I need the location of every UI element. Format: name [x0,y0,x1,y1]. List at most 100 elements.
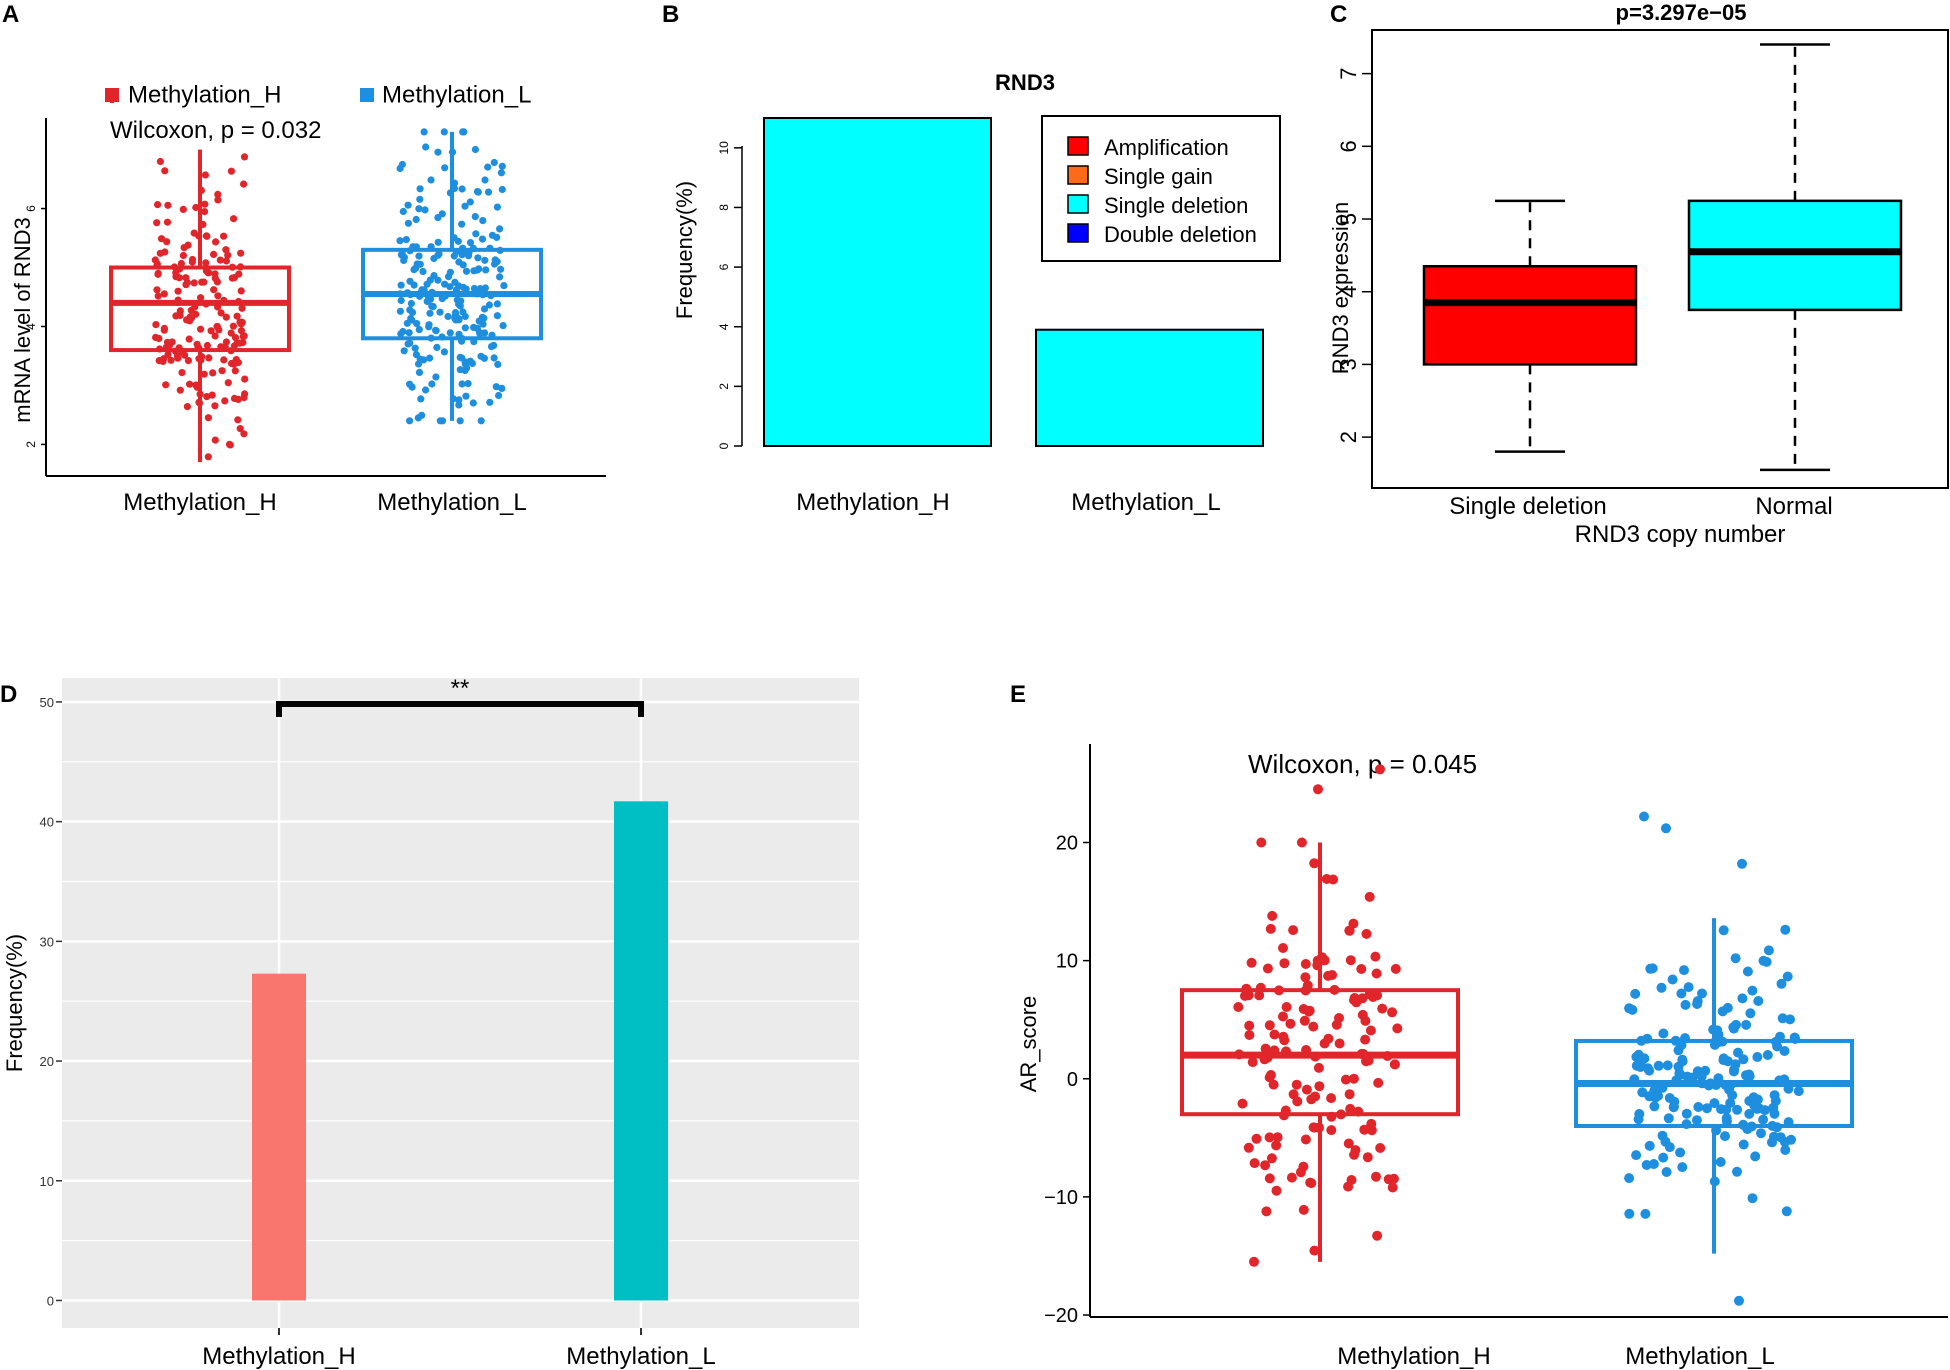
panel-e-low-point [1702,1103,1712,1114]
panel-d-background [62,678,859,1328]
panel-a-low-point [498,162,506,170]
panel-a-high-box [109,265,291,353]
panel-a-low-point [473,188,482,196]
panel-a-low-point [462,267,471,275]
panel-a-high-point [220,232,228,240]
panel-a-low-point [459,283,467,291]
panel-d-significance-bracket [276,701,644,717]
panel-a-high-point [231,334,240,342]
panel-a-ylabel: mRNA level of RND3 [10,217,35,422]
legend-label-single-deletion: Single deletion [1104,193,1248,218]
panel-a-high-point [230,215,238,223]
panel-a-high-point [237,249,245,257]
panel-e-low-point [1786,1134,1796,1145]
panel-a-high-point [178,369,186,377]
panel-e-high-point [1371,968,1382,979]
panel-a-low-point [408,308,417,316]
panel-e-high-point [1345,1103,1356,1114]
panel-a-low-point [425,323,433,331]
panel-a-high-point [221,397,229,405]
panel-a-high-point [211,402,219,410]
panel-e-ytick-label: 10 [1056,951,1078,973]
panel-a-high-point [188,258,196,266]
panel-e-high-point [1249,1158,1260,1169]
panel-e-high-point [1265,923,1276,934]
panel-a-low-point [458,185,466,193]
panel-a-high-point [205,354,213,362]
panel-a-low-point [400,347,408,355]
panel-a-low-point [456,302,464,310]
panel-a-high-point [153,219,161,227]
panel-a-ytick-label: 4 [24,323,38,330]
panel-e-low-point [1640,1208,1651,1219]
panel-a-high-point [214,190,222,198]
panel-e-high-point [1343,1138,1354,1149]
panel-a-low-point [464,380,472,388]
panel-a-high-point [236,425,244,433]
panel-a-low-point [485,301,493,309]
panel-c-ytick-label: 5 [1336,213,1361,225]
panel-a-high-point [214,292,222,300]
panel-e-low-point [1624,1173,1635,1184]
panel-e-low-point [1664,1142,1675,1153]
panel-e-low-point [1777,1013,1788,1024]
panel-e-low-point [1768,1131,1779,1142]
panel-c-boxes [1422,43,1903,472]
panel-e-high-point [1279,958,1290,969]
legend-label-amplification: Amplification [1104,135,1229,160]
panel-a-low-point [410,281,418,289]
panel-c-ytick-label: 2 [1336,431,1361,443]
panel-a-low-point [419,267,427,276]
panel-a-high-point [240,153,249,161]
panel-a-high-point [193,340,201,348]
panel-e-outlier-point [1313,784,1323,795]
panel-a-high-point [163,238,171,246]
panel-e-low-point [1692,1066,1703,1077]
panel-e-wilcoxon: Wilcoxon, p = 0.045 [1248,749,1477,779]
panel-a-low-point [397,281,405,289]
panel-a-high-point [201,171,209,179]
panel-e-low-point [1776,978,1787,989]
panel-a-high-point [192,203,200,212]
panel-a-high-point [227,167,235,175]
panel-e-low-point [1752,1052,1763,1062]
panel-e-low-point [1780,1145,1791,1155]
panel-a-high-point [201,208,209,216]
panel-a-low-point [434,276,442,284]
panel-a-high-point [154,292,162,300]
panel-b-xtick-low: Methylation_L [1071,489,1220,516]
panel-e-ytick-label: −20 [1044,1305,1078,1327]
panel-a-low-point [498,384,506,392]
panel-e-high-point [1344,925,1355,936]
panel-a-legend: Methylation_H Methylation_L [105,81,531,108]
panel-a-low-point [426,354,434,362]
panel-a-high-point [207,327,215,335]
panel-e-high-point [1370,951,1381,962]
panel-b-legend: Amplification Single gain Single deletio… [1041,115,1281,262]
panel-e-high-point [1306,1094,1317,1105]
panel-e-low-point [1669,1096,1680,1107]
panel-a-high-point [202,232,210,240]
panel-e-low-point [1744,1071,1755,1082]
panel-e-low-point [1716,1104,1726,1115]
panel-a-low-point [422,143,430,151]
panel-e-low-point [1744,1108,1755,1119]
legend-swatch-amplification [1067,136,1089,156]
panel-a-high-point [187,314,196,322]
panel-e-low-point [1718,925,1729,936]
panel-e-low-point [1680,999,1691,1010]
panel-e-low-point [1658,1028,1669,1039]
panel-a-high-point [240,332,248,340]
panel-a-low-point [497,169,505,177]
panel-e-low-point [1763,945,1774,956]
panel-a-high-point [213,322,221,331]
panel-e-high-point [1371,1171,1381,1182]
panel-a-low-point [446,329,454,337]
panel-a-low-point [451,278,459,286]
panel-c: C p=3.297e−05 RND3 expression 2 3 4 5 6 7 Sin… [1328,0,1949,548]
panel-a-low-point [422,386,430,394]
panel-a-low-point [421,206,429,214]
panel-e-high-point [1244,1030,1255,1040]
panel-e-high-point [1326,1093,1337,1104]
panel-a-high-point [230,394,239,402]
